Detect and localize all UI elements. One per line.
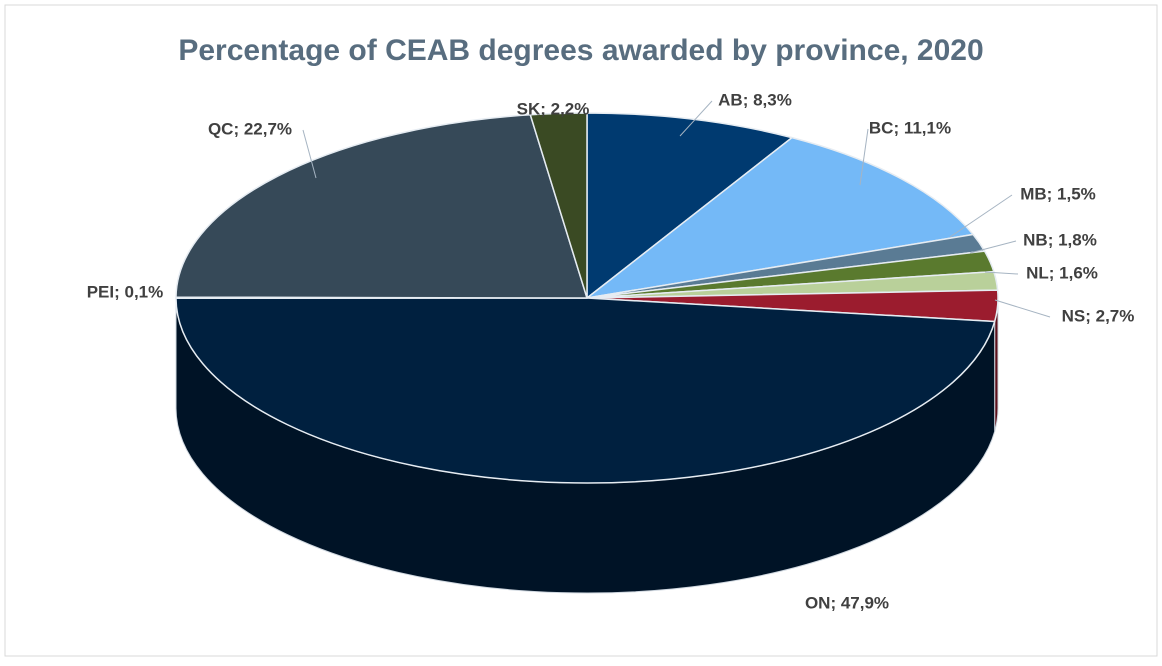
- data-label: NL; 1,6%: [1026, 263, 1098, 282]
- data-label: SK; 2,2%: [517, 99, 590, 118]
- data-label: QC; 22,7%: [208, 119, 292, 138]
- data-label: NB; 1,8%: [1023, 230, 1097, 249]
- chart-title: Percentage of CEAB degrees awarded by pr…: [178, 34, 983, 67]
- data-label: ON; 47,9%: [805, 593, 889, 612]
- data-label: MB; 1,5%: [1020, 184, 1096, 203]
- data-label: BC; 11,1%: [869, 118, 951, 137]
- data-label: AB; 8,3%: [718, 90, 792, 109]
- data-label: NS; 2,7%: [1062, 306, 1135, 325]
- data-label: PEI; 0,1%: [87, 282, 164, 301]
